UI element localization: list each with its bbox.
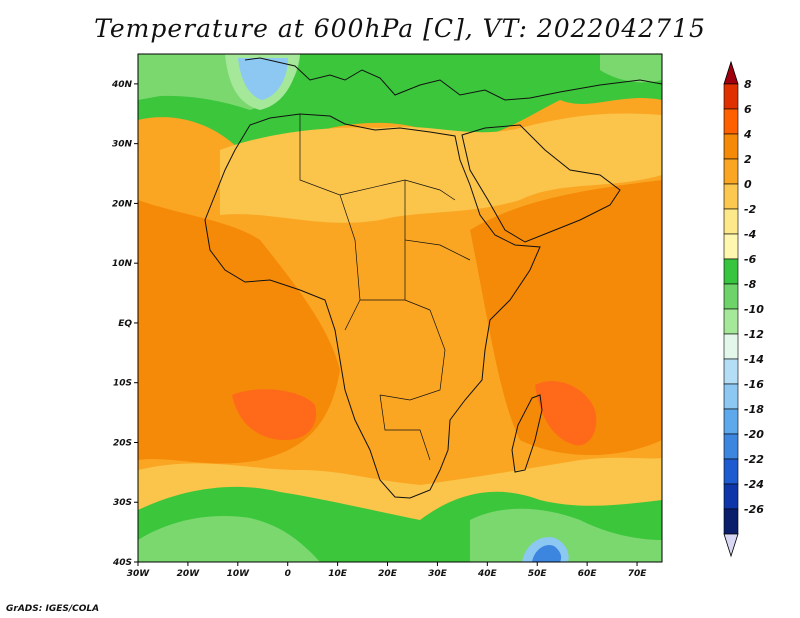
arabia-coastline bbox=[461, 124, 621, 243]
y-tick-label: 40S bbox=[112, 558, 132, 568]
y-tick-label: 10S bbox=[113, 379, 132, 389]
colorbar-swatch bbox=[723, 433, 739, 460]
colorbar-swatch bbox=[723, 133, 739, 160]
y-tick-label: 30S bbox=[113, 498, 132, 508]
colorbar-label: -22 bbox=[744, 453, 764, 466]
colorbar-label: 6 bbox=[744, 103, 752, 116]
field-south-cold-core bbox=[532, 544, 562, 562]
colorbar-swatch bbox=[723, 358, 739, 385]
colorbar-swatch bbox=[723, 458, 739, 485]
field-north-lightgreen-2 bbox=[600, 54, 662, 83]
colorbar-swatch bbox=[723, 158, 739, 185]
y-tick-label: 40N bbox=[111, 80, 133, 90]
colorbar-label: -24 bbox=[744, 478, 764, 491]
colorbar-label: -2 bbox=[744, 203, 757, 216]
colorbar-label: 4 bbox=[743, 128, 752, 141]
field-south-lightgreen bbox=[138, 516, 320, 562]
x-tick-label: 20E bbox=[378, 569, 398, 579]
field-iberia-blue bbox=[238, 58, 288, 100]
x-tick-label: 20W bbox=[177, 569, 201, 579]
x-tick-label: 60E bbox=[578, 569, 598, 579]
y-tick-label: 20S bbox=[113, 438, 132, 448]
europe-coastline bbox=[244, 57, 662, 101]
colorbar-swatch bbox=[723, 183, 739, 210]
colorbar-bottom-triangle bbox=[723, 533, 739, 558]
colorbar-swatch bbox=[723, 408, 739, 435]
colorbar-label: -8 bbox=[744, 278, 757, 291]
x-tick-label: 40E bbox=[477, 569, 498, 579]
colorbar-swatch bbox=[723, 383, 739, 410]
colorbar-swatch bbox=[723, 108, 739, 135]
y-tick-label: 20N bbox=[112, 199, 133, 209]
x-tick-label: 10W bbox=[227, 569, 251, 579]
x-tick-label: 70E bbox=[628, 569, 648, 579]
colorbar-label: 0 bbox=[744, 178, 752, 191]
colorbar-label: -26 bbox=[744, 503, 764, 516]
colorbar-label: -4 bbox=[744, 228, 756, 241]
colorbar-label: -10 bbox=[744, 303, 764, 316]
x-tick-label: 30E bbox=[428, 569, 448, 579]
y-tick-label: 30N bbox=[112, 140, 133, 150]
colorbar-top-triangle bbox=[723, 60, 739, 85]
field-south-atlantic-max bbox=[232, 389, 317, 440]
colorbar-label: -18 bbox=[744, 403, 764, 416]
chart-title: Temperature at 600hPa [C], VT: 202204271… bbox=[94, 14, 706, 43]
country-borders bbox=[299, 114, 471, 461]
colorbar-swatch bbox=[723, 233, 739, 260]
colorbar-swatch bbox=[723, 258, 739, 285]
colorbar-swatch bbox=[723, 283, 739, 310]
colorbar-swatch bbox=[723, 508, 739, 535]
field-south-lightgreen-2 bbox=[470, 508, 662, 562]
field-sahara-light bbox=[220, 113, 662, 223]
x-tick-label: 10E bbox=[328, 569, 348, 579]
field-layer bbox=[138, 54, 662, 562]
colorbar-label: -6 bbox=[744, 253, 757, 266]
colorbar: 8 6 4 2 0 -2 -4 -6 -8 -10 -12 -14 -16 -18 -20 -22 -24 -26 bbox=[723, 60, 764, 558]
y-tick-label: 10N bbox=[112, 259, 133, 269]
madagascar-coastline bbox=[511, 394, 543, 473]
colorbar-label: -14 bbox=[744, 353, 764, 366]
x-tick-label: 0 bbox=[285, 569, 291, 579]
y-tick-label: EQ bbox=[118, 319, 132, 329]
plot-frame bbox=[137, 53, 663, 563]
colorbar-swatch bbox=[723, 483, 739, 510]
field-indian-max bbox=[535, 381, 597, 446]
colorbar-swatch bbox=[723, 308, 739, 335]
colorbar-label: -12 bbox=[744, 328, 764, 341]
field-east-orange bbox=[470, 180, 662, 455]
y-axis: 40N 30N 20N 10N EQ 10S 20S 30S 40S bbox=[111, 80, 138, 568]
x-tick-label: 50E bbox=[528, 569, 548, 579]
colorbar-label: -16 bbox=[744, 378, 764, 391]
x-axis: 30W 20W 10W 0 10E 20E 30E 40E 50E 60E 70E bbox=[127, 562, 647, 579]
colorbar-label: 2 bbox=[744, 153, 752, 166]
grads-credit: GrADS: IGES/COLA bbox=[6, 604, 100, 614]
colorbar-label: 8 bbox=[744, 78, 752, 91]
colorbar-swatch bbox=[723, 208, 739, 235]
colorbar-swatch bbox=[723, 83, 739, 110]
x-tick-label: 30W bbox=[127, 569, 151, 579]
africa-coastline bbox=[204, 113, 541, 499]
colorbar-label: -20 bbox=[744, 428, 764, 441]
colorbar-swatch bbox=[723, 333, 739, 360]
